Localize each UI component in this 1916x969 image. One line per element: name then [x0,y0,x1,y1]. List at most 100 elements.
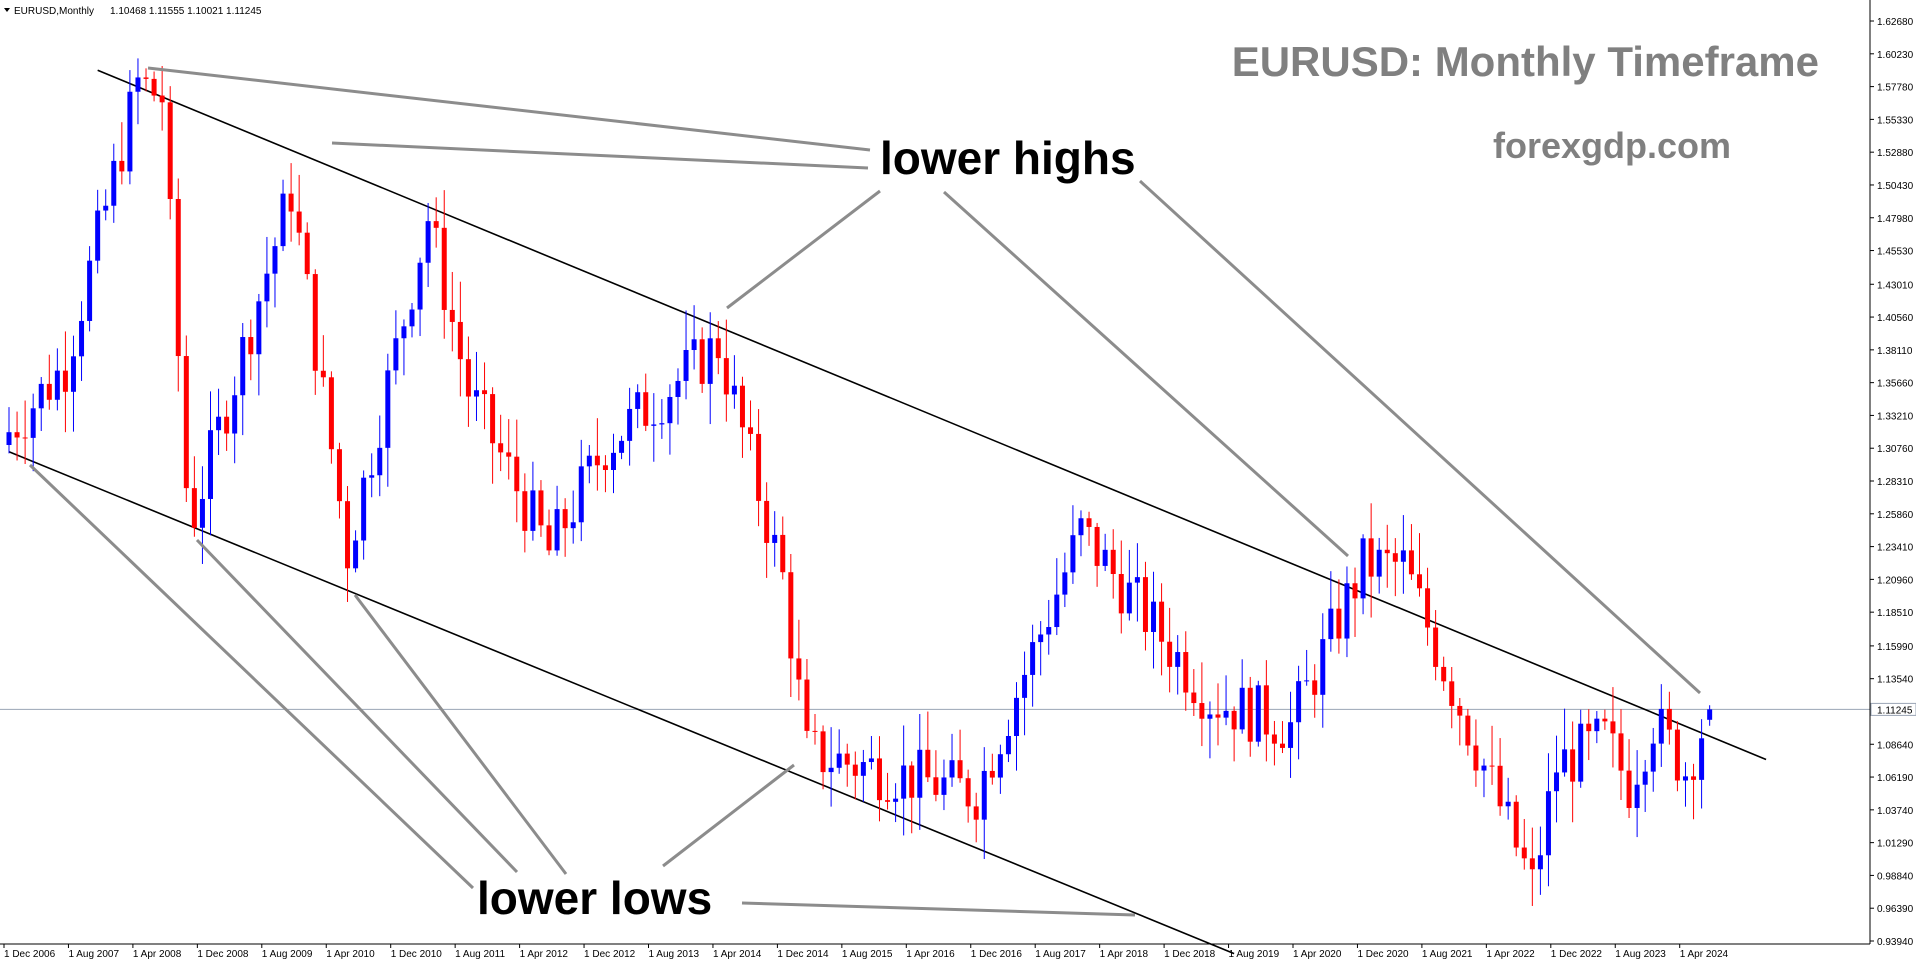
candle-bullish [54,370,60,400]
lower-highs-pointer [1138,179,1702,695]
candle-bearish [191,488,197,528]
candle-bullish [264,273,270,302]
candle-bearish [498,443,504,453]
candle-bearish [546,525,552,551]
candle-bullish [393,338,399,371]
candle-bearish [1271,734,1277,744]
candle-bullish [127,91,133,172]
candle-bearish [1513,801,1519,848]
candle-bearish [183,356,189,489]
x-tick-label: 1 Dec 2022 [1551,949,1603,960]
lower-trendline [8,450,1235,955]
y-tick-label: 1.15990 [1877,642,1914,653]
y-tick-label: 1.40560 [1877,313,1914,324]
lower-highs-pointer [726,189,881,310]
candle-bullish [1562,749,1568,773]
x-tick-label: 1 Aug 2007 [68,949,119,960]
candle-bearish [1159,601,1165,642]
y-tick-label: 1.30760 [1877,444,1914,455]
candle-bearish [449,309,455,322]
candle-bullish [570,522,576,529]
x-tick-label: 1 Aug 2021 [1422,949,1473,960]
y-tick-label: 1.45530 [1877,247,1914,258]
candle-bullish [627,408,633,441]
candle-bearish [441,227,447,310]
candle-bearish [820,731,826,773]
candle-bullish [1030,642,1036,675]
candle-bullish [361,477,367,541]
candle-bearish [780,534,786,573]
x-tick-label: 1 Dec 2014 [777,949,829,960]
y-tick-label: 1.38110 [1877,346,1913,357]
y-tick-label: 1.28310 [1877,477,1914,488]
candle-bearish [1586,723,1592,732]
candle-bullish [1634,784,1640,808]
lower-highs-pointer [331,141,869,170]
candle-bearish [22,437,28,439]
candle-bullish [941,777,947,795]
x-tick-label: 1 Apr 2024 [1680,949,1729,960]
candle-bearish [1417,574,1422,589]
candle-bearish [457,321,463,360]
candle-bearish [1183,652,1189,693]
candle-bullish [917,749,923,798]
candle-bullish [772,534,778,543]
candle-bearish [965,778,971,807]
candle-bearish [1618,733,1624,771]
current-price-label: 1.11245 [1877,705,1913,716]
x-tick-label: 1 Dec 2012 [584,949,636,960]
symbol-label: EURUSD,Monthly [14,6,94,17]
symbol-menu-icon[interactable] [4,8,10,12]
candle-bullish [111,160,117,206]
candle-bearish [1441,666,1447,682]
candle-bearish [909,765,915,798]
candle-bearish [812,730,818,732]
candle-bullish [87,260,93,321]
x-tick-label: 1 Aug 2017 [1035,949,1086,960]
candle-bearish [1086,518,1092,527]
candle-bullish [868,758,874,763]
candle-bullish [659,423,665,425]
candle-bullish [199,498,205,528]
x-tick-label: 1 Aug 2023 [1615,949,1666,960]
candle-bullish [578,466,584,523]
lower-highs-pointer [942,190,1350,558]
candle-bullish [554,509,560,551]
candle-bullish [232,395,238,434]
candle-bullish [1328,608,1334,640]
candle-bullish [1102,549,1108,566]
candle-bearish [296,211,302,233]
candle-bullish [1062,572,1068,595]
y-tick-label: 1.35660 [1877,379,1914,390]
candle-bearish [562,509,568,529]
candle-bearish [602,465,608,470]
candle-bullish [1022,674,1028,698]
candle-bullish [208,430,213,499]
candle-bearish [1529,858,1535,870]
candle-bearish [288,193,294,212]
candle-bullish [369,475,375,478]
candle-bearish [1215,714,1221,718]
candle-bearish [514,456,520,492]
candle-bullish [1207,714,1213,719]
candle-bearish [1263,685,1269,735]
candle-bearish [594,455,600,466]
candle-bullish [611,452,616,470]
candle-bearish [1449,681,1455,706]
candle-bullish [1481,765,1487,771]
candle-bearish [151,78,157,96]
candle-bearish [345,501,351,569]
candle-bearish [1610,721,1616,734]
candle-bullish [425,221,431,263]
candle-bearish [1384,549,1390,554]
candle-bullish [1126,582,1132,614]
candle-bearish [1602,718,1608,722]
x-tick-label: 1 Dec 2020 [1357,949,1409,960]
candle-bearish [739,385,745,428]
candle-bullish [417,262,423,310]
candle-bearish [328,377,334,450]
candle-bearish [876,758,882,801]
candle-bullish [95,210,101,261]
x-tick-label: 1 Apr 2014 [713,949,762,960]
